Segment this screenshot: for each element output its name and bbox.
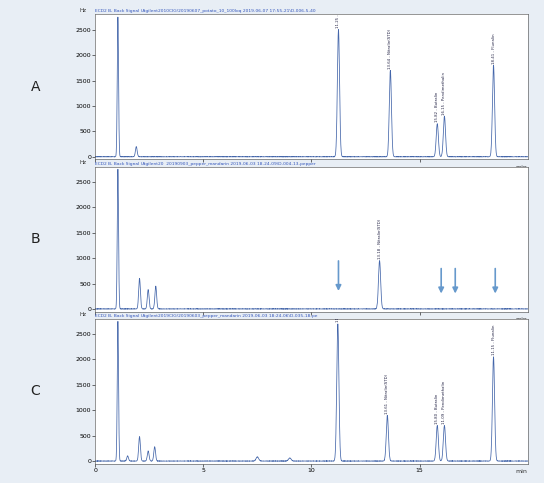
- Text: Hz: Hz: [79, 160, 86, 165]
- Text: 13.64 - Nitralin(STD): 13.64 - Nitralin(STD): [388, 29, 392, 69]
- Text: 16.15 - Pendimethalin: 16.15 - Pendimethalin: [442, 71, 447, 114]
- Text: ECD2 B, Back Signal (Agilent2010CIG/20190607_potato_10_100loq 2019-06-07 17:55-2: ECD2 B, Back Signal (Agilent2010CIG/2019…: [95, 9, 316, 14]
- Text: 11.15 - Flunalin: 11.15 - Flunalin: [492, 325, 496, 355]
- Text: min: min: [516, 469, 528, 474]
- Text: Hz: Hz: [79, 8, 86, 13]
- Text: ECD2 B, Back Signal (Agilent20  20190903_pepper_mandarin 2019-06-03 18-24-09\D-0: ECD2 B, Back Signal (Agilent20 20190903_…: [95, 161, 316, 166]
- Text: 11.09 - Pendimethalin: 11.09 - Pendimethalin: [442, 381, 447, 424]
- Text: 15.80 - Butralin: 15.80 - Butralin: [435, 394, 440, 424]
- Text: Hz: Hz: [79, 313, 86, 317]
- Text: min: min: [516, 165, 528, 170]
- Text: 13.61 - Nitralin(STD): 13.61 - Nitralin(STD): [385, 374, 390, 414]
- Text: C: C: [30, 384, 40, 398]
- Text: 11.25 - Butralin   Butraline: 11.25 - Butralin Butraline: [337, 0, 341, 28]
- Text: 18.41 - Flunalin: 18.41 - Flunalin: [492, 33, 496, 64]
- Text: B: B: [30, 232, 40, 246]
- Text: ECD2 B, Back Signal (Agilent2019CIG/20190603_pepper_mandarin 2019-06-03 18:24-06: ECD2 B, Back Signal (Agilent2019CIG/2019…: [95, 313, 318, 318]
- Text: 15.82 - Butralin: 15.82 - Butralin: [435, 92, 440, 122]
- Text: A: A: [30, 80, 40, 94]
- Text: 11.24 - Butralin    Butraline: 11.24 - Butralin Butraline: [336, 269, 340, 322]
- Text: min: min: [516, 317, 528, 322]
- Text: 13.18 - Nitralin(STD): 13.18 - Nitralin(STD): [378, 219, 381, 259]
